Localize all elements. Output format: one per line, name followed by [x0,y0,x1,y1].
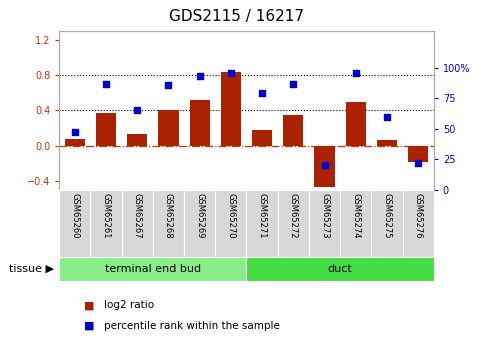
Bar [215,190,246,257]
Text: GSM65267: GSM65267 [133,193,141,239]
Bar [315,146,335,187]
Text: GSM65270: GSM65270 [226,193,235,239]
Bar [90,190,122,257]
Bar [309,190,340,257]
Text: terminal end bud: terminal end bud [105,264,201,274]
Point [258,90,266,96]
Bar [408,146,428,161]
Text: GSM65275: GSM65275 [383,193,391,239]
Bar [96,113,116,146]
Text: tissue ▶: tissue ▶ [9,264,54,274]
Text: log2 ratio: log2 ratio [104,300,154,310]
Point [165,82,173,88]
Point [102,81,110,86]
Point [383,114,391,119]
Bar [59,190,90,257]
Text: percentile rank within the sample: percentile rank within the sample [104,321,280,331]
Bar [246,257,434,281]
Bar [127,134,147,146]
Bar [65,139,85,146]
Point [320,162,328,168]
Text: GSM65276: GSM65276 [414,193,423,239]
Point [227,70,235,75]
Bar [252,130,272,146]
Point [71,130,79,135]
Point [289,81,297,86]
Text: GSM65268: GSM65268 [164,193,173,239]
Text: ■: ■ [84,300,94,310]
Text: GSM65260: GSM65260 [70,193,79,239]
Bar [346,101,366,146]
Bar [122,190,153,257]
Bar [371,190,403,257]
Bar [283,115,304,146]
Text: GSM65261: GSM65261 [102,193,110,239]
Text: GSM65273: GSM65273 [320,193,329,239]
Bar [278,190,309,257]
Text: ■: ■ [84,321,94,331]
Point [352,70,360,75]
Bar [158,109,178,146]
Point [196,73,204,79]
Text: GSM65269: GSM65269 [195,193,204,239]
Text: GSM65271: GSM65271 [258,193,267,239]
Bar [59,257,246,281]
Text: GSM65274: GSM65274 [352,193,360,239]
Point [414,160,422,166]
Text: GDS2115 / 16217: GDS2115 / 16217 [169,9,304,23]
Text: GSM65272: GSM65272 [289,193,298,239]
Bar [184,190,215,257]
Bar [189,100,210,146]
Point [133,108,141,113]
Bar [377,140,397,146]
Bar [153,190,184,257]
Bar [246,190,278,257]
Bar [340,190,371,257]
Bar [403,190,434,257]
Bar [221,72,241,146]
Text: duct: duct [328,264,352,274]
